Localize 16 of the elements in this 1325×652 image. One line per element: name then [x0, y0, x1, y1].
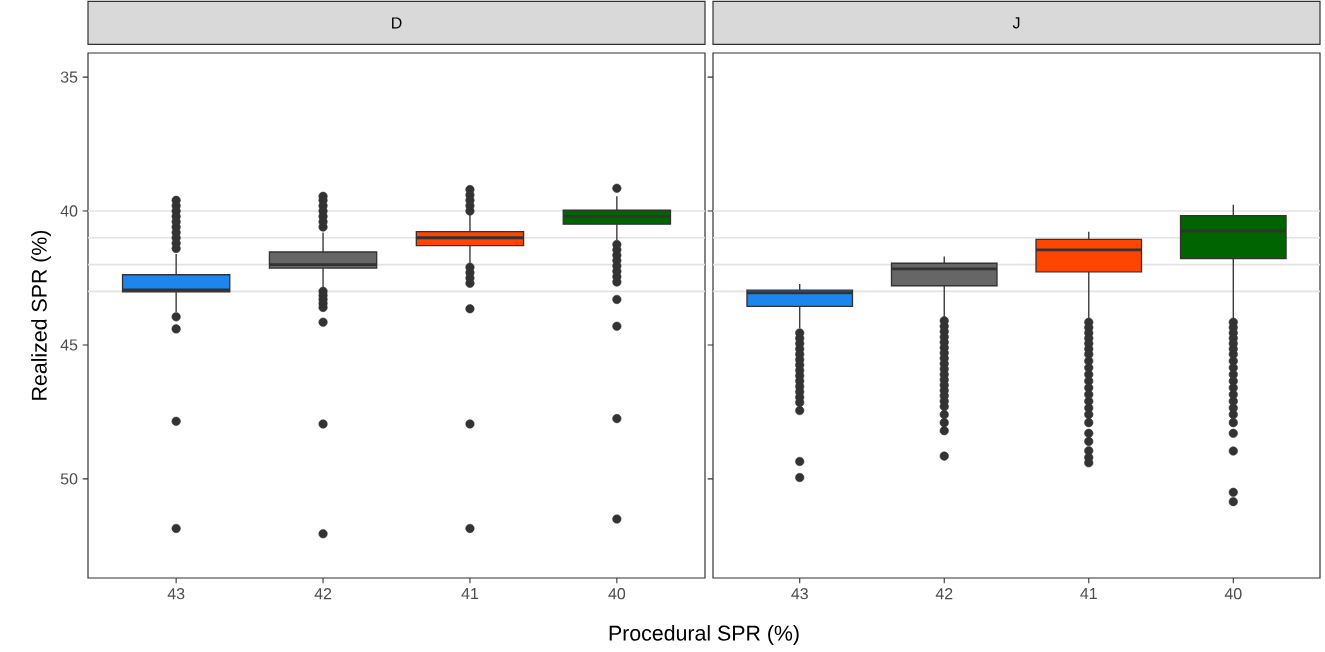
y-tick-label: 50 — [60, 473, 78, 485]
x-tick-label: 41 — [1080, 588, 1097, 600]
y-tick-label: 45 — [60, 339, 78, 351]
x-axis-title: Procedural SPR (%) — [609, 625, 799, 645]
y-tick-label: 35 — [60, 71, 78, 83]
x-tick-label: 42 — [935, 588, 953, 600]
x-tick-label: 43 — [791, 588, 808, 600]
x-tick-label: 42 — [314, 588, 332, 600]
x-tick-label: 40 — [1224, 588, 1242, 600]
y-tick-label: 40 — [60, 205, 78, 217]
x-tick-label: 41 — [461, 588, 479, 600]
x-tick-label: 40 — [608, 588, 626, 600]
x-tick-label: 43 — [167, 588, 185, 600]
chart-title: D — [392, 17, 402, 29]
chart-title: J — [1012, 17, 1020, 29]
y-axis-title: Realized SPR (%) — [31, 230, 52, 400]
